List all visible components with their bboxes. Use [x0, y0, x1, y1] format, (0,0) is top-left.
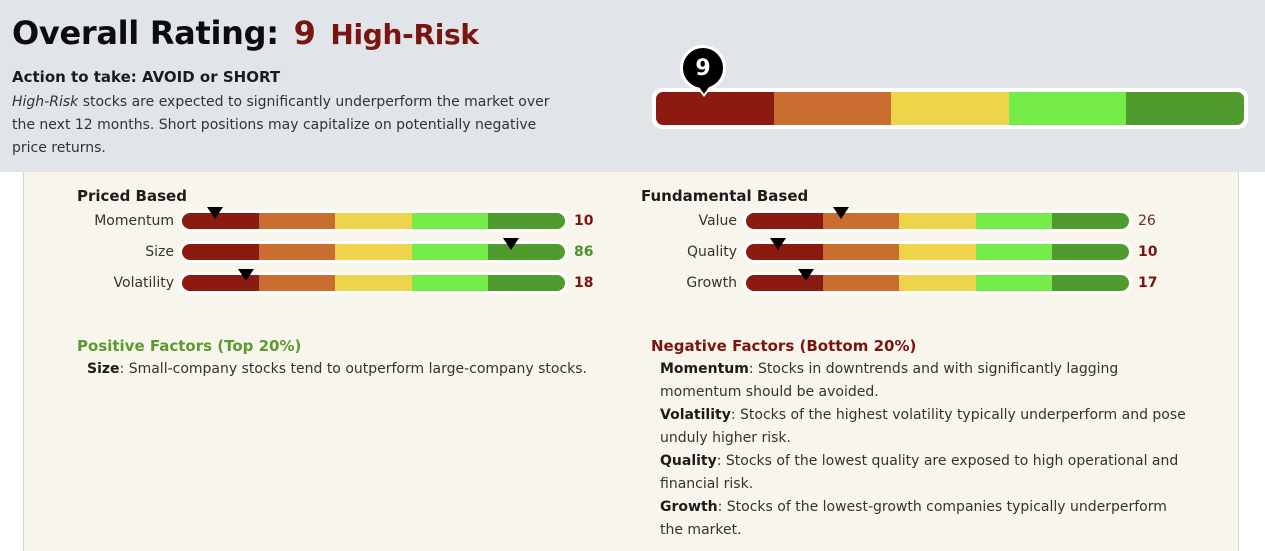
title-prefix: Overall Rating:	[12, 14, 279, 52]
scale-segment-2	[773, 92, 892, 125]
bar-segment	[411, 275, 489, 291]
negative-factor-item: Volatility: Stocks of the highest volati…	[660, 404, 1190, 450]
action-to-take: Action to take: AVOID or SHORT	[12, 68, 281, 86]
metric-value-value: 26	[1138, 213, 1156, 229]
quality-marker-icon	[770, 238, 786, 250]
negative-factors-title: Negative Factors (Bottom 20%)	[651, 337, 917, 355]
bar-segment	[899, 213, 976, 229]
metric-row-volatility: Volatility	[40, 272, 174, 294]
factor-name: Growth	[660, 499, 718, 515]
bar-segment	[975, 244, 1053, 260]
bar-segment	[975, 275, 1053, 291]
metric-label-quality: Quality	[686, 244, 737, 260]
metric-label-volatility: Volatility	[113, 275, 174, 291]
bar-segment	[411, 244, 489, 260]
bar-segment	[1052, 275, 1129, 291]
bar-segment	[488, 244, 565, 260]
factor-description: : Stocks in downtrends and with signific…	[660, 361, 1119, 400]
metric-row-quality: Quality	[640, 241, 737, 263]
factor-description: : Stocks of the lowest-growth companies …	[660, 499, 1167, 538]
factor-description: : Stocks of the highest volatility typic…	[660, 407, 1186, 446]
bar-segment	[822, 244, 900, 260]
scale-segment-1	[656, 92, 774, 125]
bar-segment	[258, 275, 336, 291]
metric-label-growth: Growth	[686, 275, 737, 291]
factor-name: Volatility	[660, 407, 731, 423]
rating-value: 9	[293, 14, 316, 52]
quality-bar	[746, 244, 1129, 260]
bar-segment	[746, 244, 823, 260]
growth-marker-icon	[798, 269, 814, 281]
fundamental-based-title: Fundamental Based	[641, 187, 809, 205]
bar-segment	[182, 244, 259, 260]
rating-label: High-Risk	[330, 18, 479, 51]
rating-marker-bubble: 9	[680, 45, 726, 91]
overall-rating-scale	[652, 88, 1248, 129]
momentum-bar	[182, 213, 565, 229]
bar-segment	[899, 275, 976, 291]
volatility-marker-icon	[238, 269, 254, 281]
size-bar	[182, 244, 565, 260]
bar-segment	[335, 275, 412, 291]
description-emphasis: High-Risk	[12, 94, 79, 110]
growth-bar	[746, 275, 1129, 291]
metric-value-size: 86	[574, 244, 594, 260]
factor-description: : Stocks of the lowest quality are expos…	[660, 453, 1179, 492]
factor-panel	[23, 172, 1239, 551]
metric-label-momentum: Momentum	[94, 213, 174, 229]
quality-scale	[743, 241, 1132, 263]
bar-segment	[335, 213, 412, 229]
negative-factor-item: Quality: Stocks of the lowest quality ar…	[660, 450, 1190, 496]
momentum-scale	[179, 210, 568, 232]
factor-name: Quality	[660, 453, 717, 469]
metric-value-growth: 17	[1138, 275, 1158, 291]
scale-segment-5	[1126, 92, 1244, 125]
value-marker-icon	[833, 207, 849, 219]
metric-value-momentum: 10	[574, 213, 594, 229]
factor-description: : Small-company stocks tend to outperfor…	[119, 361, 587, 377]
metric-value-volatility: 18	[574, 275, 594, 291]
metric-row-value: Value	[640, 210, 737, 232]
growth-scale	[743, 272, 1132, 294]
size-marker-icon	[503, 238, 519, 250]
metric-row-growth: Growth	[640, 272, 737, 294]
priced-based-title: Priced Based	[77, 187, 187, 205]
metric-value-quality: 10	[1138, 244, 1158, 260]
bar-segment	[746, 213, 823, 229]
negative-factor-item: Momentum: Stocks in downtrends and with …	[660, 358, 1190, 404]
positive-factor-item: Size: Small-company stocks tend to outpe…	[87, 358, 627, 381]
bar-segment	[899, 244, 976, 260]
positive-factors-title: Positive Factors (Top 20%)	[77, 337, 302, 355]
metric-label-value: Value	[698, 213, 737, 229]
bar-segment	[975, 213, 1053, 229]
bar-segment	[488, 213, 565, 229]
value-bar	[746, 213, 1129, 229]
momentum-marker-icon	[207, 207, 223, 219]
metric-row-momentum: Momentum	[40, 210, 174, 232]
description-text: stocks are expected to significantly und…	[12, 94, 550, 156]
negative-factor-item: Growth: Stocks of the lowest-growth comp…	[660, 496, 1190, 542]
bar-segment	[488, 275, 565, 291]
rating-description: High-Risk stocks are expected to signifi…	[12, 91, 572, 160]
rating-marker-tip	[699, 87, 709, 94]
metric-row-size: Size	[40, 241, 174, 263]
value-scale	[743, 210, 1132, 232]
factor-name: Size	[87, 361, 120, 377]
scale-segment-4	[1008, 92, 1127, 125]
bar-segment	[182, 213, 259, 229]
scale-segment-3	[891, 92, 1009, 125]
bar-segment	[822, 275, 900, 291]
factor-name: Momentum	[660, 361, 749, 377]
bar-segment	[258, 213, 336, 229]
rating-header: Overall Rating: 9 High-Risk Action to ta…	[0, 0, 1265, 172]
bar-segment	[335, 244, 412, 260]
bar-segment	[1052, 213, 1129, 229]
bar-segment	[258, 244, 336, 260]
bar-segment	[1052, 244, 1129, 260]
overall-rating-bar	[656, 92, 1244, 125]
page-title: Overall Rating: 9 High-Risk	[12, 14, 479, 52]
metric-label-size: Size	[145, 244, 174, 260]
size-scale	[179, 241, 568, 263]
bar-segment	[411, 213, 489, 229]
